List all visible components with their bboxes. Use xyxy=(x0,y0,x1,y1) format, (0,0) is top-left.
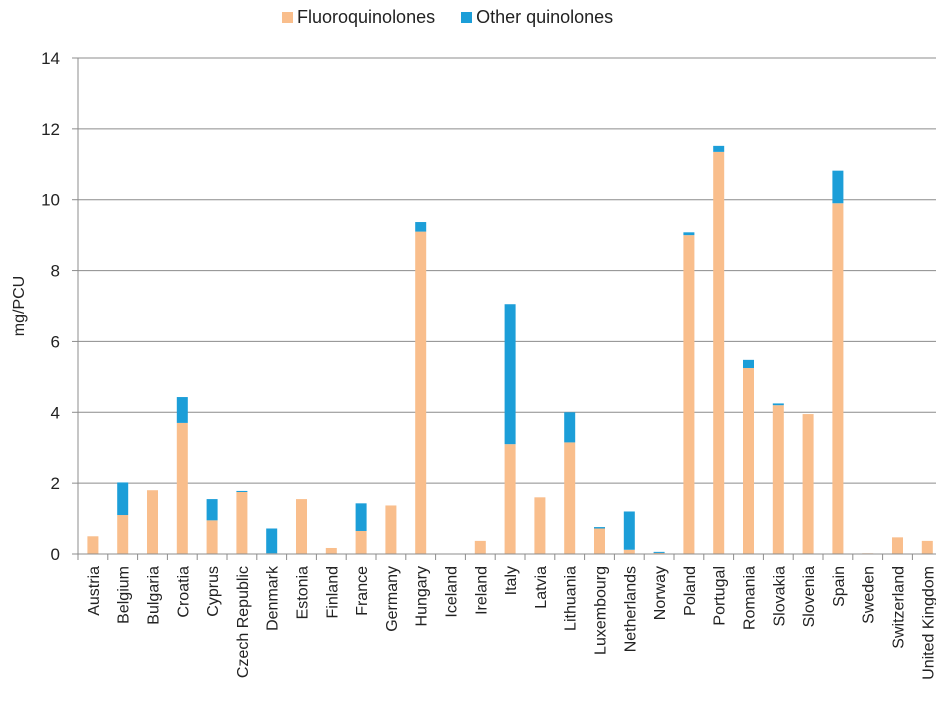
x-category-label: Norway xyxy=(652,566,669,620)
x-category-label: Finland xyxy=(324,566,341,618)
bar-other-quinolones-belgium xyxy=(117,482,129,516)
x-category-label: Slovenia xyxy=(801,566,818,627)
chart-legend: Fluoroquinolones Other quinolones xyxy=(282,6,639,28)
bar-other-quinolones-norway xyxy=(653,551,665,553)
bar-fluoroquinolones-czech-republic xyxy=(236,492,248,554)
x-category-label: Poland xyxy=(682,566,699,616)
x-category-label: Bulgaria xyxy=(146,566,163,625)
legend-item-fluoroquinolones: Fluoroquinolones xyxy=(282,7,435,28)
bar-fluoroquinolones-poland xyxy=(683,235,695,554)
bar-other-quinolones-hungary xyxy=(415,222,427,232)
x-category-label: France xyxy=(354,566,371,616)
bar-other-quinolones-luxembourg xyxy=(594,527,605,529)
x-category-label: Sweden xyxy=(861,566,878,624)
bars xyxy=(87,145,933,554)
x-category-label: Lithuania xyxy=(563,566,580,631)
bar-fluoroquinolones-ireland xyxy=(474,540,486,554)
x-category-label: Ireland xyxy=(473,566,490,615)
x-category-label: Czech Republic xyxy=(235,566,252,678)
x-category-label: Cyprus xyxy=(205,566,222,617)
bar-fluoroquinolones-france xyxy=(355,530,367,554)
legend-swatch-fluoroquinolones xyxy=(282,11,293,23)
x-category-label: Iceland xyxy=(444,566,461,618)
bar-fluoroquinolones-slovenia xyxy=(802,414,814,554)
y-tick-label: 0 xyxy=(51,545,60,564)
bar-fluoroquinolones-cyprus xyxy=(206,520,218,554)
x-category-label: Austria xyxy=(86,566,103,616)
y-axis-title: mg/PCU xyxy=(11,276,28,336)
x-category-label: Romania xyxy=(742,566,759,630)
bar-fluoroquinolones-netherlands xyxy=(623,549,635,554)
bar-fluoroquinolones-slovakia xyxy=(772,405,784,554)
bar-fluoroquinolones-switzerland xyxy=(892,537,903,554)
bar-other-quinolones-romania xyxy=(743,359,754,368)
bar-fluoroquinolones-hungary xyxy=(415,231,427,554)
x-category-label: Italy xyxy=(503,566,520,595)
x-category-label: Spain xyxy=(831,566,848,607)
bar-fluoroquinolones-bulgaria xyxy=(147,490,158,554)
bar-other-quinolones-italy xyxy=(504,304,516,445)
bar-fluoroquinolones-portugal xyxy=(713,151,725,554)
x-category-label: United Kingdom xyxy=(920,566,936,680)
bar-other-quinolones-denmark xyxy=(266,528,278,554)
y-tick-label: 14 xyxy=(41,49,60,68)
bar-fluoroquinolones-luxembourg xyxy=(594,528,605,554)
bar-other-quinolones-slovakia xyxy=(772,403,784,406)
bar-other-quinolones-france xyxy=(355,503,367,531)
legend-swatch-other-quinolones xyxy=(461,11,473,23)
y-tick-label: 8 xyxy=(51,262,60,281)
bar-fluoroquinolones-austria xyxy=(87,536,99,554)
bar-fluoroquinolones-estonia xyxy=(296,499,307,554)
bar-fluoroquinolones-united-kingdom xyxy=(921,540,933,554)
legend-item-other-quinolones: Other quinolones xyxy=(461,7,613,28)
y-tick-label: 10 xyxy=(41,191,60,210)
x-category-label: Belgium xyxy=(116,566,133,624)
legend-label-fluoroquinolones: Fluoroquinolones xyxy=(297,6,436,27)
bar-other-quinolones-portugal xyxy=(713,145,725,152)
y-tick-labels: 0 2 4 6 8 10 12 14 xyxy=(41,49,60,564)
y-tick-label: 6 xyxy=(51,332,60,351)
x-category-label: Estonia xyxy=(295,566,312,619)
bar-fluoroquinolones-belgium xyxy=(117,515,129,554)
bar-fluoroquinolones-italy xyxy=(504,444,516,554)
x-category-label: Germany xyxy=(384,566,401,632)
x-category-label: Hungary xyxy=(414,566,431,626)
x-category-label: Croatia xyxy=(175,566,192,618)
bar-fluoroquinolones-germany xyxy=(385,505,397,554)
bar-fluoroquinolones-latvia xyxy=(534,497,546,554)
bar-fluoroquinolones-spain xyxy=(832,203,844,554)
x-category-label: Portugal xyxy=(712,566,729,626)
bar-fluoroquinolones-lithuania xyxy=(564,442,576,554)
x-category-label: Slovakia xyxy=(771,566,788,627)
bar-other-quinolones-netherlands xyxy=(623,511,635,550)
bar-other-quinolones-cyprus xyxy=(206,499,218,521)
y-tick-label: 2 xyxy=(51,474,60,493)
x-category-label: Netherlands xyxy=(622,566,639,652)
y-tick-label: 4 xyxy=(51,403,60,422)
bar-other-quinolones-poland xyxy=(683,232,695,236)
y-tick-label: 12 xyxy=(41,120,60,139)
bar-other-quinolones-croatia xyxy=(176,397,188,423)
x-category-label: Latvia xyxy=(533,566,550,609)
x-category-label: Luxembourg xyxy=(593,566,610,655)
bar-fluoroquinolones-croatia xyxy=(176,422,188,554)
bar-other-quinolones-lithuania xyxy=(564,412,576,443)
legend-label-other-quinolones: Other quinolones xyxy=(476,6,614,27)
bar-other-quinolones-spain xyxy=(832,170,844,204)
axes xyxy=(72,57,936,560)
bar-fluoroquinolones-finland xyxy=(325,547,337,554)
x-category-label: Denmark xyxy=(265,565,282,631)
bar-other-quinolones-czech-republic xyxy=(236,490,248,492)
x-category-label: Switzerland xyxy=(891,566,908,649)
x-category-labels: Austria Belgium Bulgaria Croatia Cyprus Czech… xyxy=(86,565,936,680)
bar-fluoroquinolones-norway xyxy=(653,552,665,554)
bar-fluoroquinolones-romania xyxy=(743,368,754,554)
